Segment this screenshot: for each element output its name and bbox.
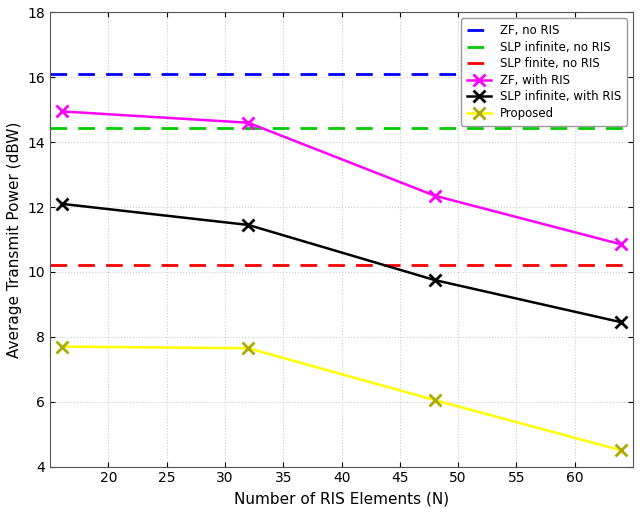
Y-axis label: Average Transmit Power (dBW): Average Transmit Power (dBW) xyxy=(7,122,22,358)
X-axis label: Number of RIS Elements (N): Number of RIS Elements (N) xyxy=(234,491,449,506)
Legend: ZF, no RIS, SLP infinite, no RIS, SLP finite, no RIS, ZF, with RIS, SLP infinite: ZF, no RIS, SLP infinite, no RIS, SLP fi… xyxy=(461,18,627,126)
